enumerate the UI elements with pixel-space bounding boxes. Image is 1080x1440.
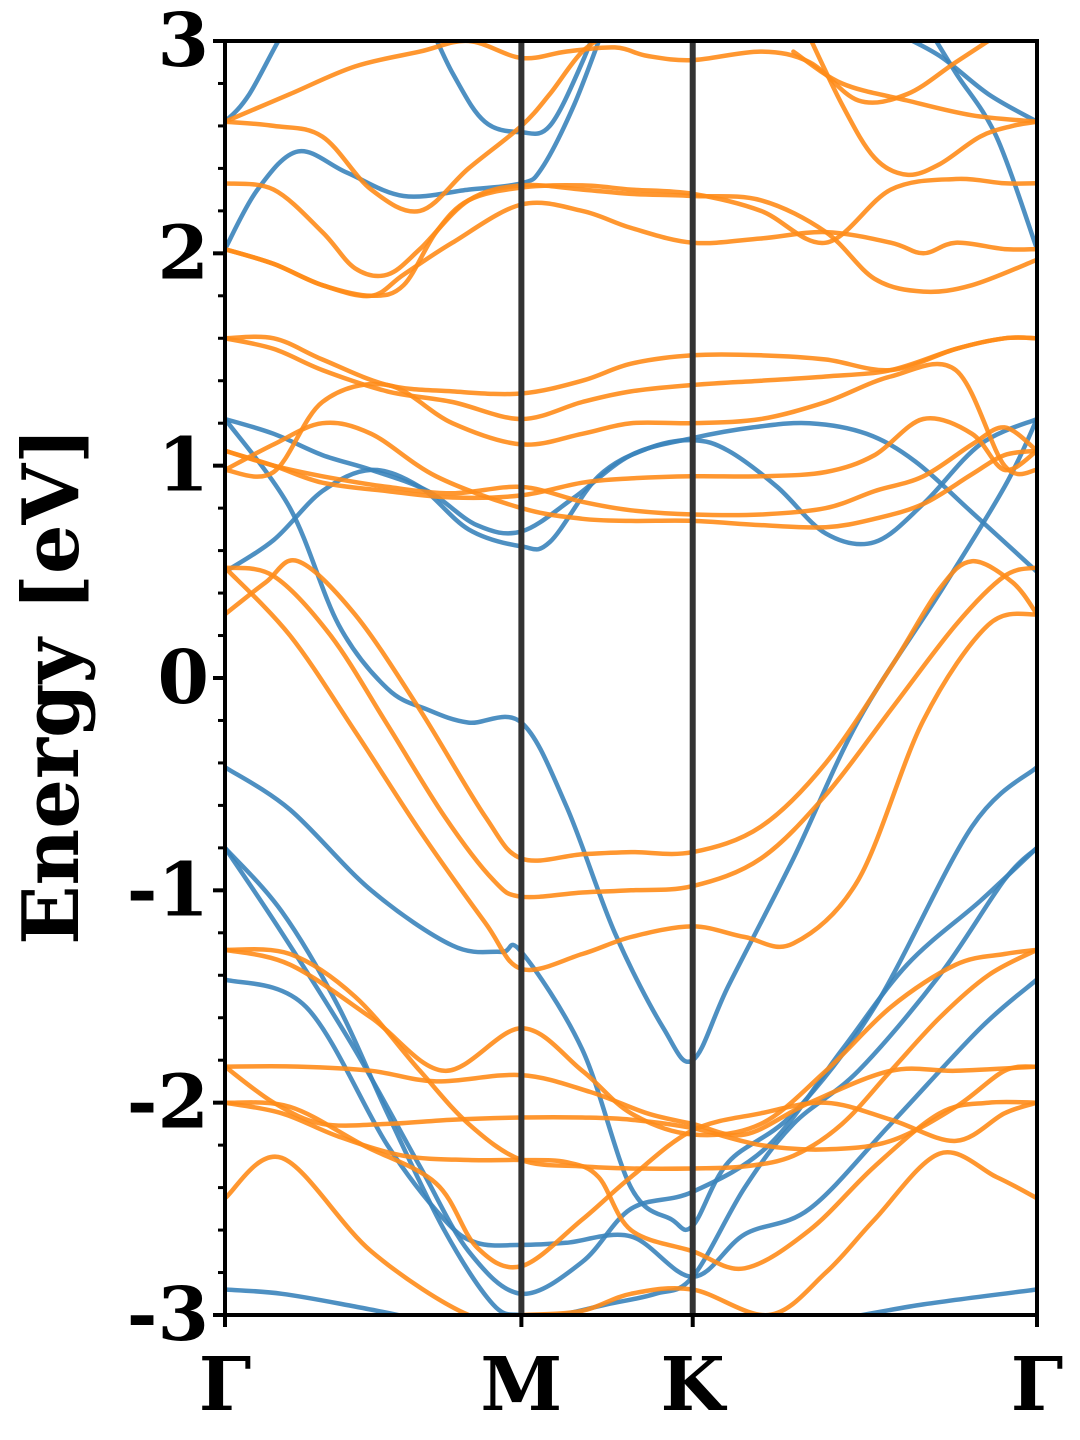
band-line-orange-19	[225, 947, 1037, 1171]
x-tick-label: Γ	[1011, 1342, 1064, 1428]
band-line-blue-8	[225, 416, 1037, 575]
x-tick-label: Γ	[199, 1342, 252, 1428]
y-axis-title: Energy [eV]	[6, 427, 97, 945]
band-line-blue-1	[225, 1287, 1037, 1315]
band-line-orange-30	[225, 181, 1037, 295]
y-tick-label: -1	[127, 847, 209, 933]
band-line-blue-11	[933, 41, 1037, 252]
band-line-orange-22	[225, 558, 1037, 863]
band-line-orange-25	[225, 425, 1037, 518]
y-tick-label: -3	[127, 1272, 209, 1358]
band-line-blue-12	[907, 41, 1037, 124]
band-line-orange-32	[225, 41, 601, 214]
x-tick-label: K	[661, 1342, 728, 1428]
y-tick-label: -2	[127, 1060, 209, 1146]
band-line-orange-27	[225, 335, 1037, 422]
band-line-orange-28	[225, 334, 1037, 397]
y-tick-label: 1	[158, 423, 210, 509]
high-symmetry-lines	[518, 41, 696, 1315]
band-line-orange-33	[225, 41, 993, 124]
band-line-orange-24	[225, 416, 1037, 501]
band-line-orange-14	[225, 1099, 1037, 1272]
band-line-blue-2	[225, 977, 1037, 1280]
band-line-orange-35	[791, 49, 1037, 124]
band-line-orange-20	[225, 565, 1037, 973]
band-line-orange-31	[225, 176, 1037, 299]
band-line-blue-3	[225, 845, 1037, 1297]
band-line-orange-29	[225, 200, 1037, 299]
band-line-orange-13	[225, 1150, 1037, 1315]
x-tick-label: M	[480, 1342, 562, 1428]
band-line-blue-7	[225, 416, 1037, 575]
band-line-orange-34	[808, 41, 1037, 178]
band-line-blue-4	[225, 845, 1037, 1315]
band-line-blue-9	[225, 41, 594, 136]
band-line-orange-15	[225, 1100, 1037, 1270]
band-line-orange-17	[225, 1064, 1037, 1152]
band-lines	[225, 41, 1037, 1315]
band-line-blue-5	[225, 764, 1037, 1233]
band-line-orange-26	[225, 361, 1037, 479]
y-tick-label: 3	[158, 0, 210, 84]
band-line-orange-21	[225, 565, 1037, 900]
y-tick-label: 2	[158, 210, 210, 296]
y-axis: 3 2 1 0 -1 -2 -3	[127, 0, 225, 1358]
y-tick-label: 0	[158, 635, 210, 721]
band-line-orange-23	[225, 420, 1037, 530]
